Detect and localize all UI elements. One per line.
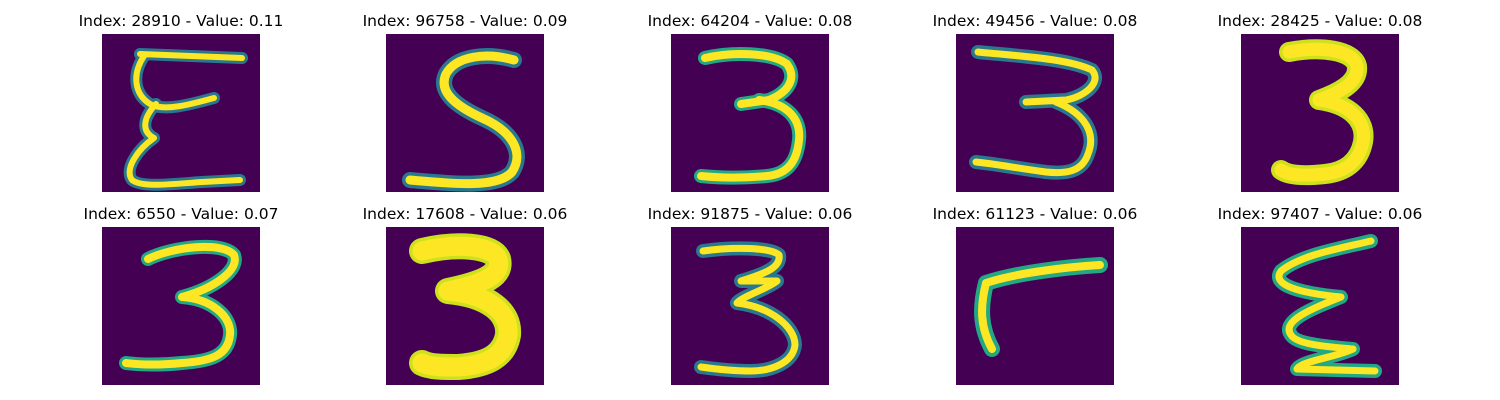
digit-image-svg [386,227,544,385]
digit-image-svg [671,227,829,385]
digit-image [102,34,260,192]
digit-image [956,34,1114,192]
panel-title: Index: 28910 - Value: 0.11 [78,12,284,30]
panel-title: Index: 97407 - Value: 0.06 [1217,205,1423,223]
digit-image-svg [102,34,260,192]
panel-title: Index: 49456 - Value: 0.08 [932,12,1138,30]
digit-image [1241,34,1399,192]
digit-image [1241,227,1399,385]
digit-image-svg [956,34,1114,192]
panel-title: Index: 17608 - Value: 0.06 [362,205,568,223]
panel-title: Index: 96758 - Value: 0.09 [362,12,568,30]
digit-image [386,227,544,385]
digit-image [671,34,829,192]
panel-title: Index: 91875 - Value: 0.06 [647,205,853,223]
digit-image-svg [102,227,260,385]
panel-title: Index: 6550 - Value: 0.07 [83,205,279,223]
digit-image-svg [1241,227,1399,385]
digit-image-svg [671,34,829,192]
digit-image [102,227,260,385]
panel-title: Index: 64204 - Value: 0.08 [647,12,853,30]
digit-image [956,227,1114,385]
digit-image [671,227,829,385]
digit-image-svg [386,34,544,192]
digit-image-svg [1241,34,1399,192]
digit-image [386,34,544,192]
digit-image-svg [956,227,1114,385]
panel-title: Index: 61123 - Value: 0.06 [932,205,1138,223]
panel-title: Index: 28425 - Value: 0.08 [1217,12,1423,30]
